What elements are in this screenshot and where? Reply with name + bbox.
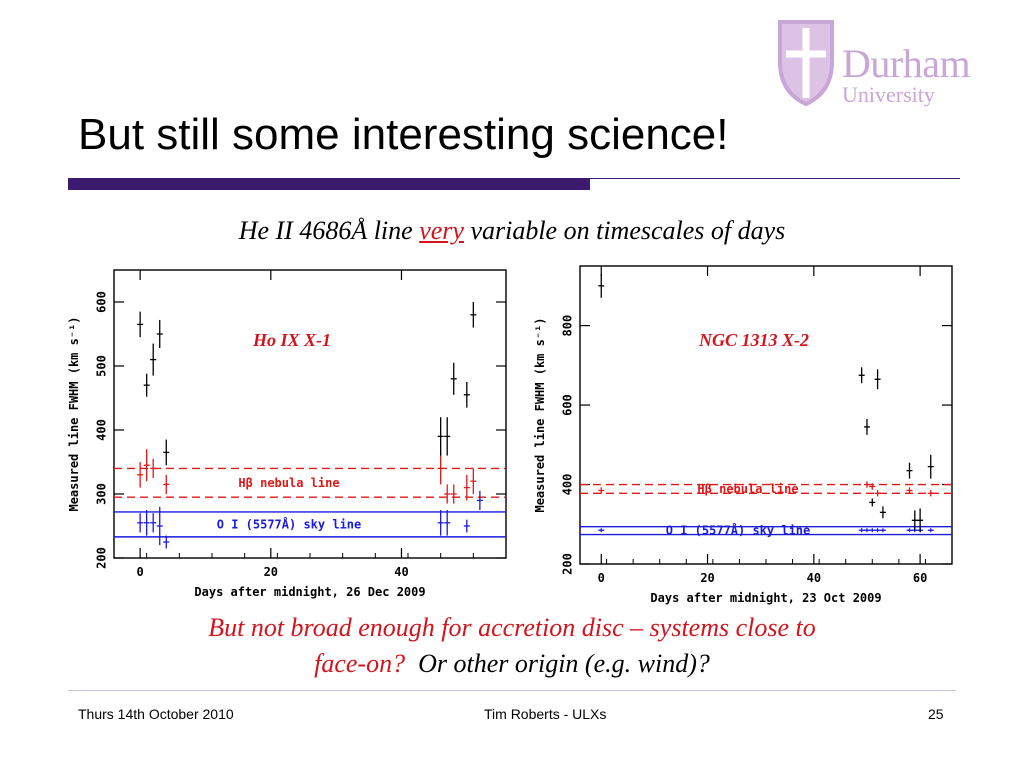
y-tick-label: 800 bbox=[561, 315, 575, 337]
x-tick-label: 60 bbox=[913, 571, 927, 585]
chart-ngc1313: 0 20 40 60 200 400 600 800 Days after midnight, … bbox=[520, 258, 960, 606]
title-rule-thin bbox=[590, 178, 960, 179]
chart-title: Ho IX X-1 bbox=[252, 330, 331, 350]
shield-icon bbox=[778, 20, 834, 107]
chart-hoix-svg: 0 20 40 200 300 400 500 600 Days after midnight,… bbox=[67, 269, 507, 599]
slide-caption: But not broad enough for accretion disc … bbox=[0, 610, 1024, 682]
y-tick-label: 200 bbox=[561, 553, 575, 575]
logo-subtext: University bbox=[842, 82, 935, 107]
sky-label: O I (5577Å) sky line bbox=[666, 523, 811, 538]
footer-page-number: 25 bbox=[928, 706, 944, 722]
footer-rule bbox=[68, 690, 956, 691]
logo-wordmark: Durham bbox=[842, 41, 971, 86]
x-tick-label: 0 bbox=[137, 565, 144, 579]
caption-line2: face-on? Or other origin (e.g. wind)? bbox=[0, 646, 1024, 682]
x-tick-label: 40 bbox=[394, 565, 408, 579]
slide-subtitle: He II 4686Å line very variable on timesc… bbox=[0, 216, 1024, 246]
y-tick-label: 400 bbox=[95, 419, 109, 441]
plot-frame bbox=[579, 265, 953, 565]
x-tick-label: 40 bbox=[807, 571, 821, 585]
caption-line2-black: Or other origin (e.g. wind)? bbox=[405, 649, 710, 678]
caption-line2-red: face-on? bbox=[314, 649, 406, 678]
sky-label: O I (5577Å) sky line bbox=[217, 516, 362, 531]
y-tick-label: 400 bbox=[561, 474, 575, 496]
chart-title: NGC 1313 X-2 bbox=[698, 330, 809, 350]
x-tick-label: 20 bbox=[700, 571, 714, 585]
chart-ngc1313-svg: 0 20 40 60 200 400 600 800 Days after midnight, … bbox=[533, 265, 953, 605]
x-tick-label: 20 bbox=[264, 565, 278, 579]
y-tick-label: 600 bbox=[561, 394, 575, 416]
x-axis-label: Days after midnight, 26 Dec 2009 bbox=[194, 585, 425, 599]
caption-line1: But not broad enough for accretion disc … bbox=[208, 613, 816, 642]
hbeta-label: Hβ nebula line bbox=[697, 482, 798, 496]
chart-hoix: 0 20 40 200 300 400 500 600 Days after midnight,… bbox=[64, 258, 514, 606]
y-tick-label: 600 bbox=[95, 291, 109, 313]
y-axis-label: Measured line FWHM (km s⁻¹) bbox=[533, 317, 547, 512]
durham-university-logo bbox=[778, 20, 834, 107]
x-tick-label: 0 bbox=[598, 571, 605, 585]
y-tick-label: 500 bbox=[95, 355, 109, 377]
footer-date: Thurs 14th October 2010 bbox=[78, 706, 234, 722]
title-rule-thick bbox=[68, 178, 590, 190]
slide-title: But still some interesting science! bbox=[78, 110, 729, 159]
x-axis-label: Days after midnight, 23 Oct 2009 bbox=[650, 591, 881, 605]
y-tick-label: 300 bbox=[95, 483, 109, 505]
hbeta-label: Hβ nebula line bbox=[238, 476, 339, 490]
subtitle-emphasis: very bbox=[419, 216, 464, 245]
y-axis-label: Measured line FWHM (km s⁻¹) bbox=[67, 316, 81, 511]
footer-author: Tim Roberts - ULXs bbox=[484, 706, 607, 722]
subtitle-post: variable on timescales of days bbox=[463, 216, 786, 245]
subtitle-pre: He II 4686Å line bbox=[238, 216, 420, 245]
y-tick-label: 200 bbox=[95, 547, 109, 569]
